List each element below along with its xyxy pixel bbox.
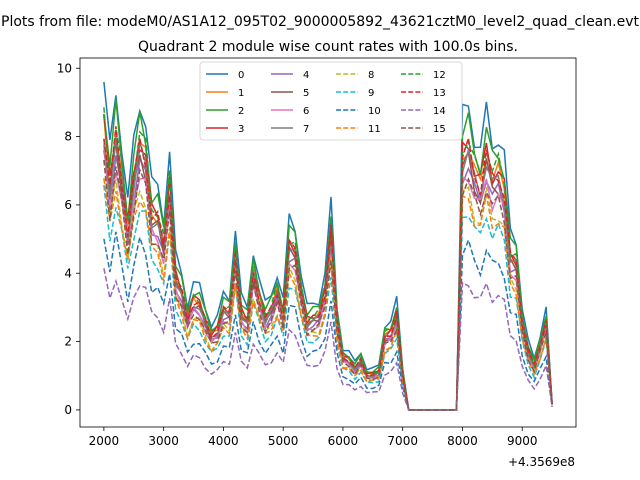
legend-label-7: 7 [303, 124, 309, 135]
legend-label-15: 15 [433, 124, 446, 135]
y-tick-label: 6 [64, 198, 72, 212]
legend-label-10: 10 [368, 106, 381, 117]
x-tick-label: 2000 [89, 434, 120, 448]
legend-label-5: 5 [303, 88, 309, 99]
x-tick-label: 5000 [268, 434, 299, 448]
series-line-14 [103, 268, 553, 411]
legend-label-11: 11 [368, 124, 381, 135]
legend-label-0: 0 [238, 70, 244, 81]
y-tick-label: 4 [64, 266, 72, 280]
legend-label-12: 12 [433, 70, 446, 81]
series-layer [103, 81, 553, 411]
plot-frame [79, 57, 577, 428]
x-axis: 2000 3000 4000 5000 6000 7000 8000 9000 [89, 427, 538, 448]
y-tick-label: 0 [64, 403, 72, 417]
chart-title: Quadrant 2 module wise count rates with … [138, 39, 518, 55]
legend-label-4: 4 [303, 70, 309, 81]
legend-label-1: 1 [238, 88, 244, 99]
x-offset-text: +4.3569e8 [508, 455, 575, 469]
x-tick-label: 6000 [328, 434, 359, 448]
legend-label-13: 13 [433, 88, 446, 99]
series-line-9 [103, 185, 553, 411]
series-line-15 [103, 160, 553, 411]
legend-label-14: 14 [433, 106, 446, 117]
series-line-10 [103, 231, 553, 411]
y-tick-label: 2 [64, 335, 72, 349]
figure-suptitle: Plots from file: modeM0/AS1A12_095T02_90… [1, 14, 639, 30]
legend-label-9: 9 [368, 88, 374, 99]
y-axis: 0 2 4 6 8 10 [57, 61, 80, 417]
series-line-13 [103, 126, 553, 411]
x-tick-label: 3000 [148, 434, 179, 448]
legend-label-3: 3 [238, 124, 244, 135]
y-tick-label: 8 [64, 130, 72, 144]
x-tick-label: 8000 [447, 434, 478, 448]
x-tick-label: 9000 [507, 434, 538, 448]
series-line-0 [103, 81, 553, 411]
x-tick-label: 4000 [208, 434, 239, 448]
legend-label-2: 2 [238, 106, 244, 117]
legend-box [199, 61, 463, 141]
x-tick-label: 7000 [387, 434, 418, 448]
y-tick-label: 10 [57, 61, 72, 75]
legend-label-6: 6 [303, 106, 309, 117]
legend-label-8: 8 [368, 70, 374, 81]
